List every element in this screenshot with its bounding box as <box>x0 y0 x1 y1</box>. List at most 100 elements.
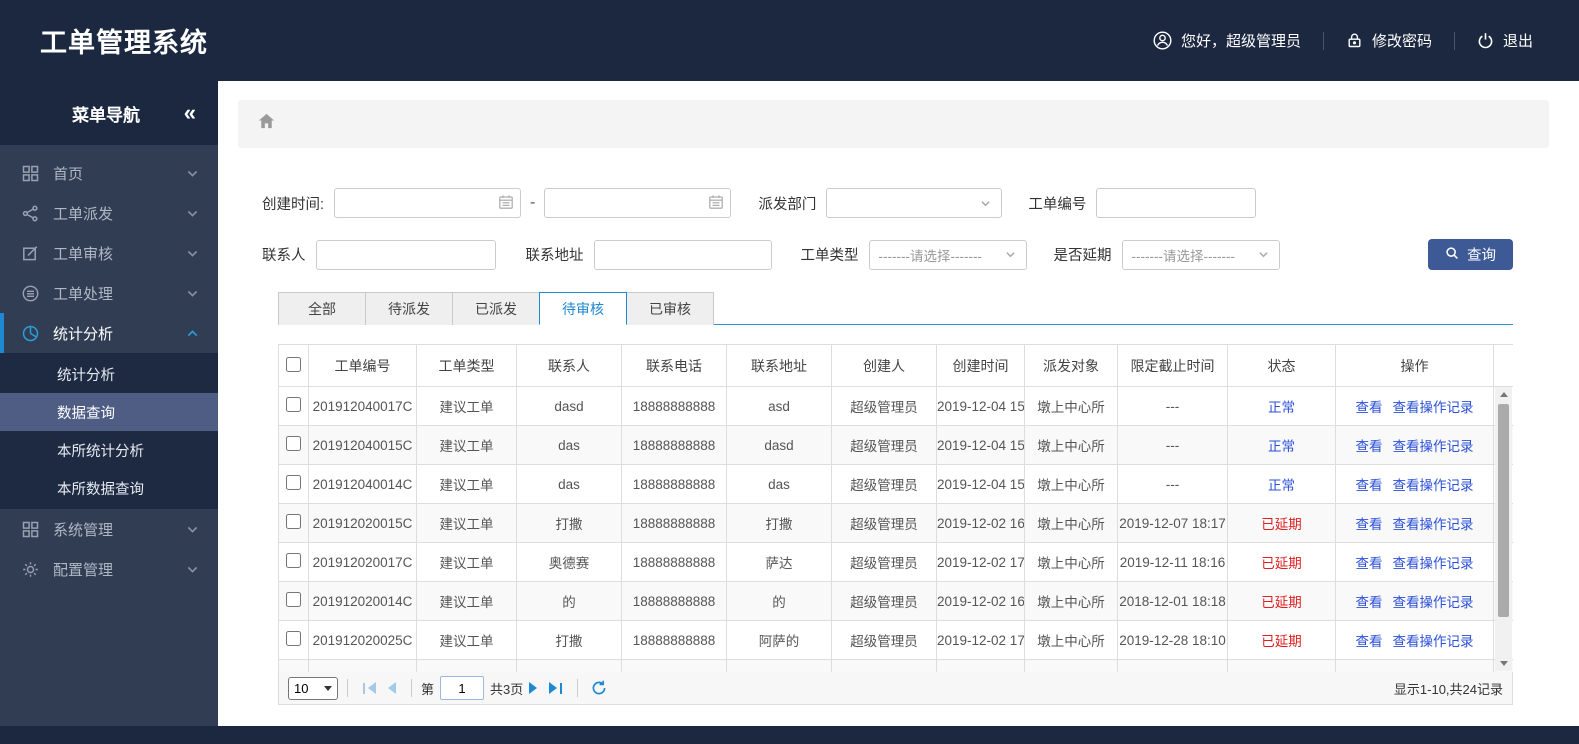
cell-target: 墩上中心所 <box>1024 503 1118 543</box>
create-time-end-wrap <box>544 188 732 218</box>
view-link[interactable]: 查看 <box>1355 439 1383 454</box>
cell-order-no: 201912040015C <box>308 425 417 465</box>
cell-deadline: --- <box>1117 386 1228 426</box>
sidebar-item-config[interactable]: 配置管理 <box>0 549 218 589</box>
cell-order-no: 201912020015C <box>308 503 417 543</box>
logout-label: 退出 <box>1502 33 1533 50</box>
last-page-button[interactable] <box>549 682 563 694</box>
orders-table: 工单编号 工单类型 联系人 联系电话 联系地址 创建人 创建时间 派发对象 限定… <box>278 344 1513 672</box>
order-no-input[interactable] <box>1096 188 1257 218</box>
order-type-value: -------请选择------- <box>878 248 982 264</box>
row-checkbox[interactable] <box>286 397 301 412</box>
cell-address: 打撒 <box>726 503 832 543</box>
view-link[interactable]: 查看 <box>1355 556 1383 571</box>
sidebar-item-label: 首页 <box>53 165 84 183</box>
row-checkbox[interactable] <box>286 631 301 646</box>
prev-page-button[interactable] <box>388 682 396 694</box>
logout-button[interactable]: 退出 <box>1477 30 1533 51</box>
chevron-down-icon <box>185 522 200 537</box>
first-page-button[interactable] <box>363 682 376 694</box>
view-log-link[interactable]: 查看操作记录 <box>1392 400 1474 415</box>
page-size-select[interactable]: 10 <box>288 676 338 700</box>
refresh-icon[interactable] <box>591 680 607 696</box>
page-size-value: 10 <box>294 680 309 696</box>
table-header-row: 工单编号 工单类型 联系人 联系电话 联系地址 创建人 创建时间 派发对象 限定… <box>278 344 1513 387</box>
cell-created: 2019-12-04 15 <box>936 464 1025 504</box>
scroll-down-arrow[interactable] <box>1499 661 1508 666</box>
select-all-checkbox[interactable] <box>286 356 301 372</box>
cell-contact: 打撒 <box>516 503 622 543</box>
row-checkbox[interactable] <box>286 592 301 607</box>
vertical-scrollbar[interactable] <box>1495 387 1512 671</box>
create-time-end-input[interactable] <box>544 188 732 218</box>
sidebar-item-system[interactable]: 系统管理 <box>0 509 218 549</box>
view-link[interactable]: 查看 <box>1355 634 1383 649</box>
sidebar-item-home[interactable]: 首页 <box>0 153 218 193</box>
next-page-button[interactable] <box>529 682 538 694</box>
row-checkbox[interactable] <box>286 436 301 451</box>
cell-creator: 超级管理员 <box>831 542 937 582</box>
user-greeting[interactable]: 您好，超级管理员 <box>1153 30 1301 51</box>
view-link[interactable]: 查看 <box>1355 400 1383 415</box>
view-log-link[interactable]: 查看操作记录 <box>1392 556 1474 571</box>
calendar-icon[interactable] <box>498 194 514 215</box>
order-type-select[interactable]: -------请选择------- <box>868 239 1027 270</box>
pagination-bar: 10 第 共3页 显示1-10,共24记录 <box>278 672 1513 705</box>
submenu-item-data-query[interactable]: 数据查询 <box>0 393 218 431</box>
view-link[interactable]: 查看 <box>1355 517 1383 532</box>
cell-address: 萨达 <box>726 542 832 582</box>
view-log-link[interactable]: 查看操作记录 <box>1392 439 1474 454</box>
delay-label: 是否延期 <box>1053 248 1112 264</box>
status-badge: 已延期 <box>1261 634 1302 649</box>
submenu-item-local-data-query[interactable]: 本所数据查询 <box>57 481 144 498</box>
change-password-button[interactable]: 修改密码 <box>1346 30 1432 51</box>
create-time-start-input[interactable] <box>334 188 522 218</box>
tab-all[interactable]: 全部 <box>278 292 366 325</box>
user-greeting-label: 您好，超级管理员 <box>1180 33 1301 50</box>
scroll-up-arrow[interactable] <box>1499 392 1508 397</box>
filter-row-2: 联系人 联系地址 工单类型 -------请选择------- 是否延期 ---… <box>262 239 1513 270</box>
sidebar-item-review[interactable]: 工单审核 <box>0 233 218 273</box>
sidebar-collapse-icon[interactable]: « <box>183 100 196 125</box>
calendar-icon[interactable] <box>708 194 724 215</box>
dispatch-dept-select[interactable] <box>826 188 1003 218</box>
submenu-item-statistics-analysis[interactable]: 统计分析 <box>57 367 115 384</box>
page-number-input[interactable] <box>440 676 485 700</box>
submenu-item-local-statistics[interactable]: 本所统计分析 <box>57 443 144 460</box>
total-pages-label: 共3页 <box>490 681 524 697</box>
home-icon[interactable] <box>257 112 276 136</box>
view-log-link[interactable]: 查看操作记录 <box>1392 478 1474 493</box>
sidebar-item-label: 工单派发 <box>53 205 114 223</box>
cell-created: 2019-12-02 16 <box>936 503 1025 543</box>
tab-to-review[interactable]: 待审核 <box>539 292 627 325</box>
sidebar-item-process[interactable]: 工单处理 <box>0 273 218 313</box>
row-checkbox[interactable] <box>286 553 301 568</box>
cell-target: 墩上中心所 <box>1024 542 1118 582</box>
range-separator: - <box>530 194 536 211</box>
sidebar-item-dispatch[interactable]: 工单派发 <box>0 193 218 233</box>
tab-to-dispatch[interactable]: 待派发 <box>365 292 453 325</box>
view-log-link[interactable]: 查看操作记录 <box>1392 595 1474 610</box>
row-checkbox[interactable] <box>286 514 301 529</box>
table-row: 201912040014C 建议工单 das 18888888888 das 超… <box>278 464 1513 504</box>
scrollbar-thumb[interactable] <box>1498 404 1509 617</box>
view-link[interactable]: 查看 <box>1355 478 1383 493</box>
col-creator: 创建人 <box>831 344 937 387</box>
contact-input[interactable] <box>315 239 496 270</box>
sidebar-item-statistics[interactable]: 统计分析 <box>0 313 218 353</box>
tab-dispatched[interactable]: 已派发 <box>452 292 540 325</box>
search-button-label: 查询 <box>1467 248 1496 264</box>
top-bar: 工单管理系统 您好，超级管理员 修改密码 退出 <box>0 0 1579 81</box>
statistics-submenu: 统计分析 数据查询 本所统计分析 本所数据查询 <box>0 353 218 509</box>
pie-chart-icon <box>22 325 39 342</box>
view-link[interactable]: 查看 <box>1355 595 1383 610</box>
address-input[interactable] <box>593 239 772 270</box>
view-log-link[interactable]: 查看操作记录 <box>1392 517 1474 532</box>
cell-target: 墩上中心所 <box>1024 386 1118 426</box>
tab-reviewed[interactable]: 已审核 <box>626 292 714 325</box>
row-checkbox[interactable] <box>286 475 301 490</box>
view-log-link[interactable]: 查看操作记录 <box>1392 634 1474 649</box>
search-button[interactable]: 查询 <box>1428 239 1513 270</box>
delay-select[interactable]: -------请选择------- <box>1121 239 1280 270</box>
cell-created: 2019-12-04 15 <box>936 425 1025 465</box>
